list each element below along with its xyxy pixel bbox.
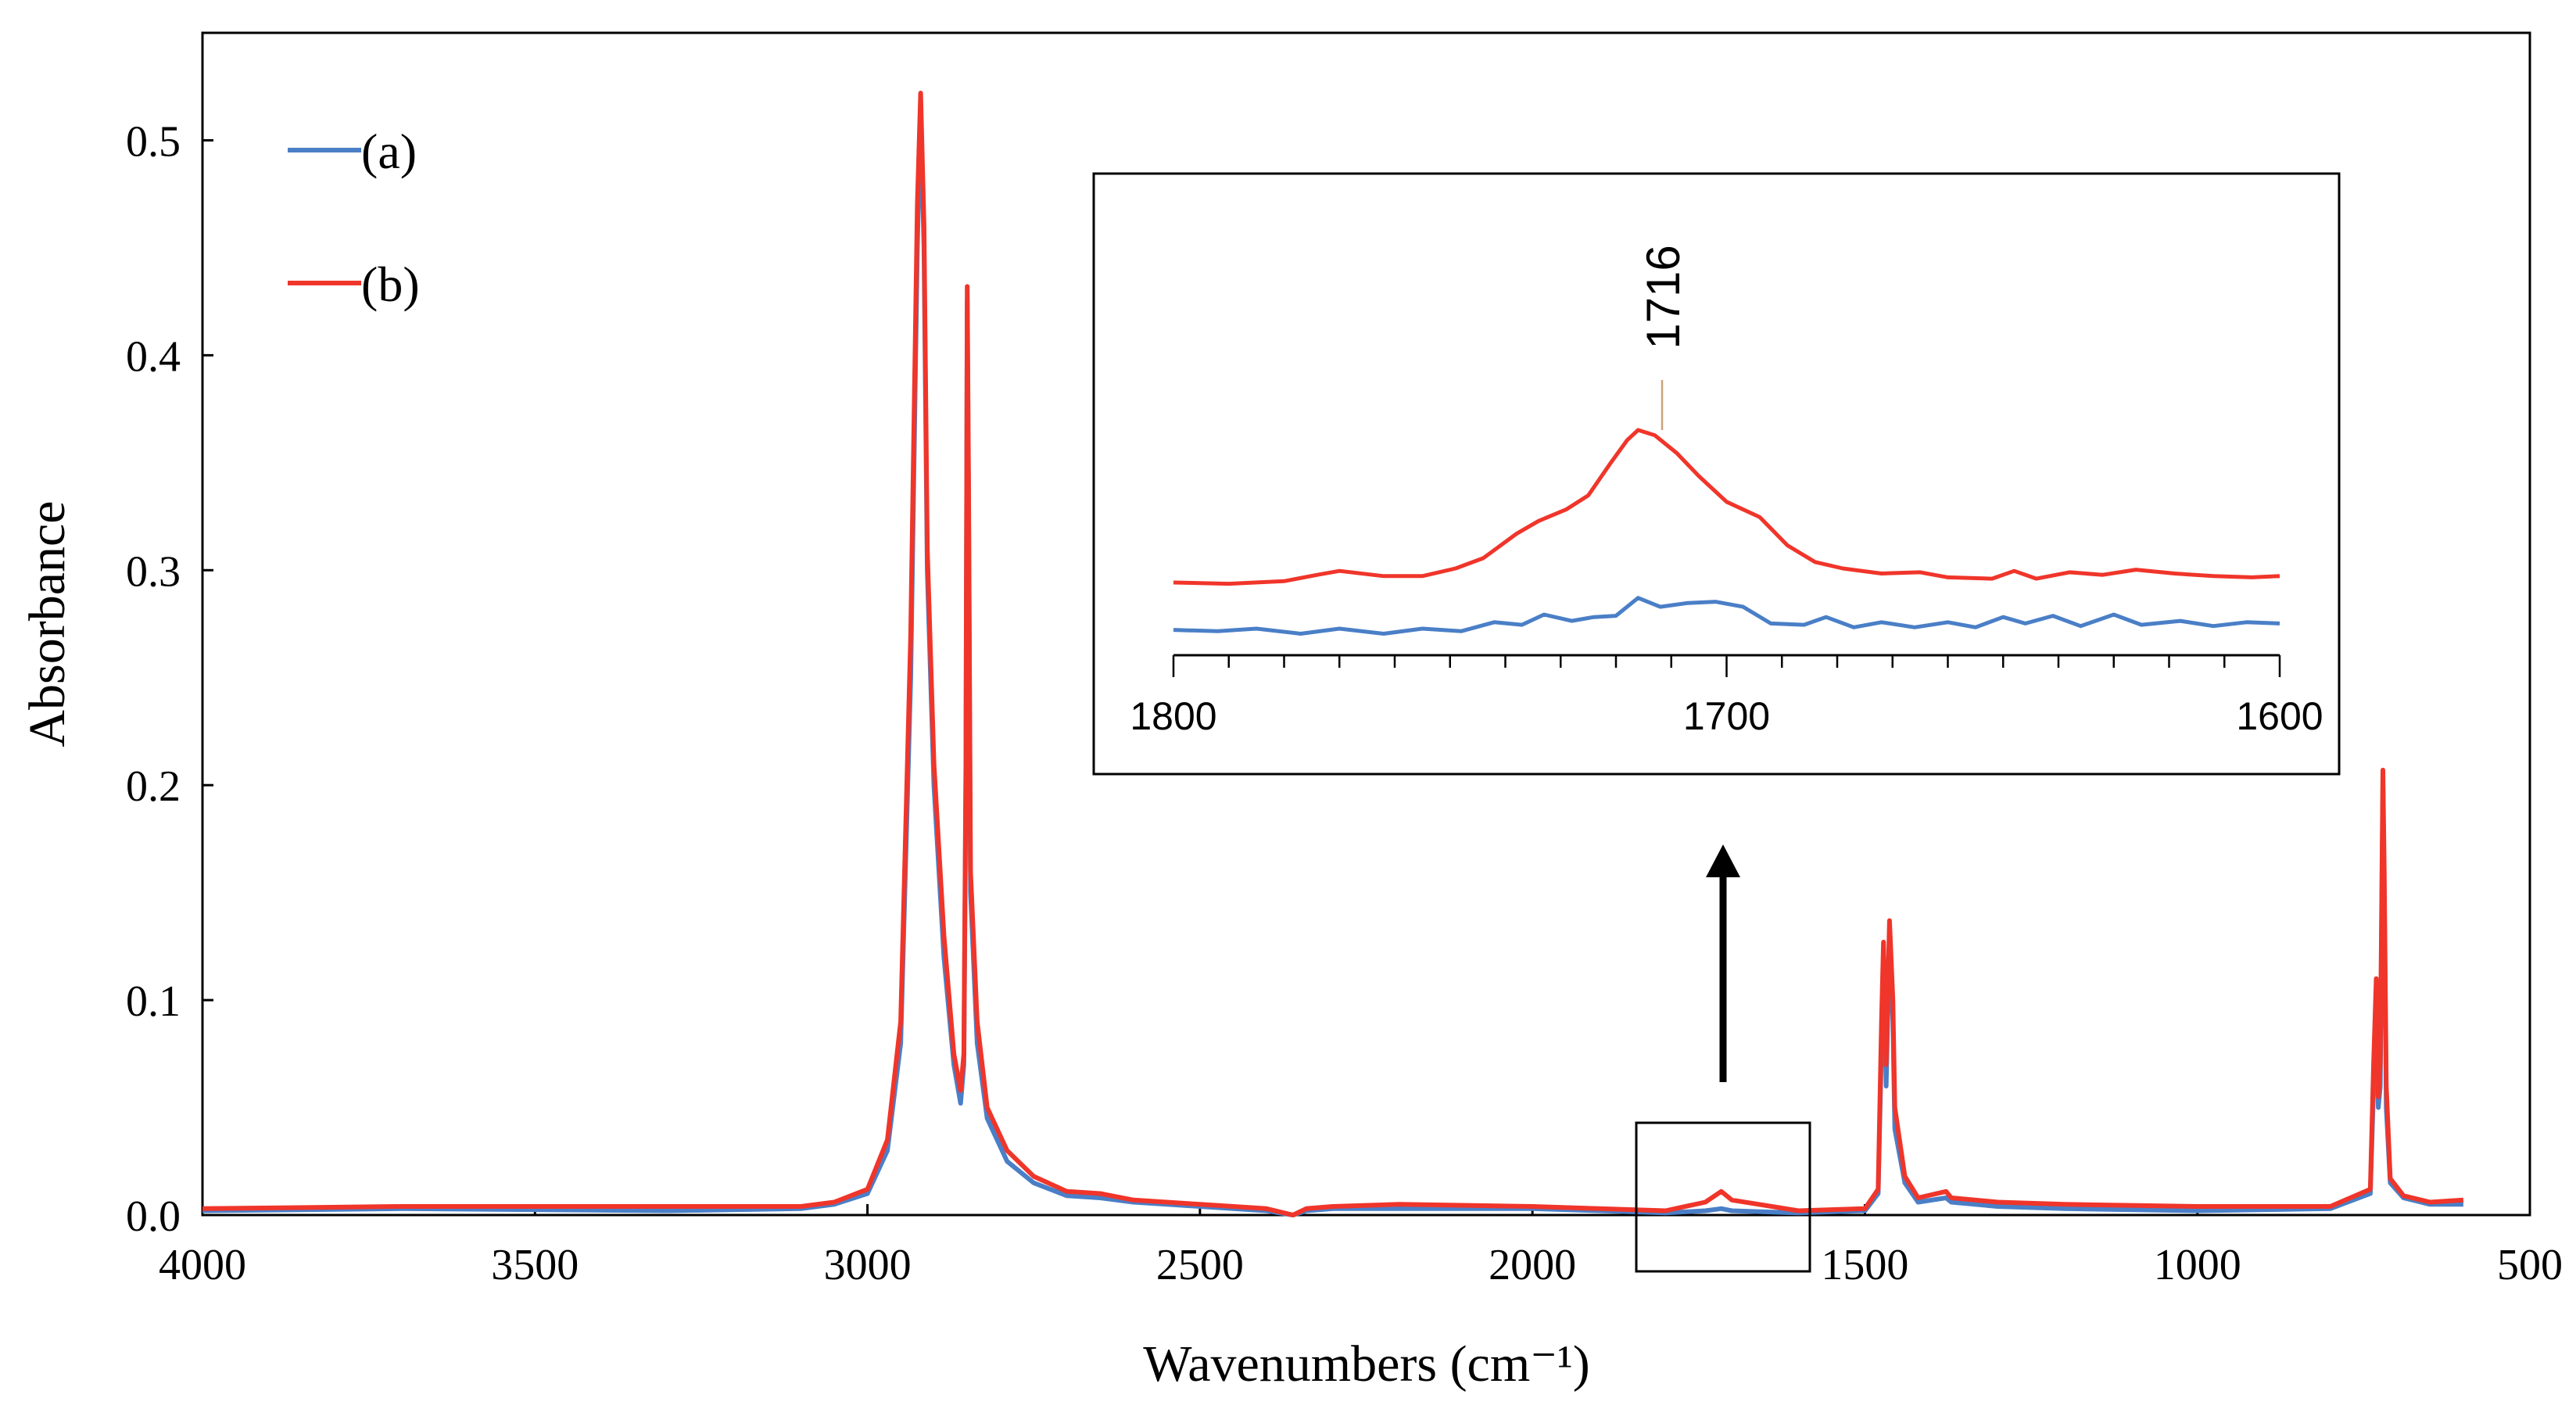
- x-axis-label: Wavenumbers (cm⁻¹): [1143, 1335, 1590, 1393]
- x-tick-label: 1000: [2154, 1241, 2241, 1289]
- inset-frame: [1092, 172, 2341, 776]
- x-tick-label: 500: [2497, 1241, 2563, 1289]
- series-line-a: [202, 106, 2463, 1217]
- zoom-arrow-icon: [1706, 844, 1740, 1082]
- y-tick-label: 0.2: [126, 762, 181, 811]
- legend-label-a: (a): [361, 124, 417, 179]
- y-tick-label: 0.0: [126, 1192, 181, 1241]
- x-tick-label: 3000: [824, 1241, 912, 1289]
- y-tick-label: 0.5: [126, 117, 181, 166]
- legend: (a) (b): [288, 124, 420, 312]
- inset-series-line-b: [1173, 428, 2280, 586]
- y-axis-label: Absorbance: [19, 500, 76, 747]
- plot-frame: [201, 31, 2531, 1217]
- x-tick-label: 2500: [1156, 1241, 1244, 1289]
- zoom-region-box: [1635, 1121, 1811, 1273]
- inset-series-line-a: [1173, 596, 2280, 636]
- y-axis-ticks: 0.0 0.1 0.2 0.3 0.4 0.5: [126, 117, 213, 1241]
- inset-tick-label: 1700: [1683, 694, 1770, 738]
- x-tick-label: 2000: [1489, 1241, 1576, 1289]
- inset-x-axis-ticks: 1800 1700 1600: [1130, 655, 2323, 738]
- x-tick-label: 1500: [1821, 1241, 1908, 1289]
- x-tick-label: 3500: [491, 1241, 579, 1289]
- series-line-b: [202, 91, 2464, 1217]
- y-tick-label: 0.1: [126, 977, 181, 1026]
- inset-tick-label: 1800: [1130, 694, 1216, 738]
- inset-series-group: [1173, 428, 2280, 636]
- y-tick-label: 0.4: [126, 332, 181, 381]
- x-axis-ticks: 4000 3500 3000 2500 2000 1500 1000 500: [159, 1204, 2563, 1289]
- peak-annotation-label: 1716: [1637, 245, 1689, 349]
- legend-label-b: (b): [361, 256, 420, 312]
- y-tick-label: 0.3: [126, 547, 181, 596]
- inset-tick-label: 1600: [2236, 694, 2323, 738]
- main-series-group: [202, 91, 2464, 1217]
- x-tick-label: 4000: [159, 1241, 246, 1289]
